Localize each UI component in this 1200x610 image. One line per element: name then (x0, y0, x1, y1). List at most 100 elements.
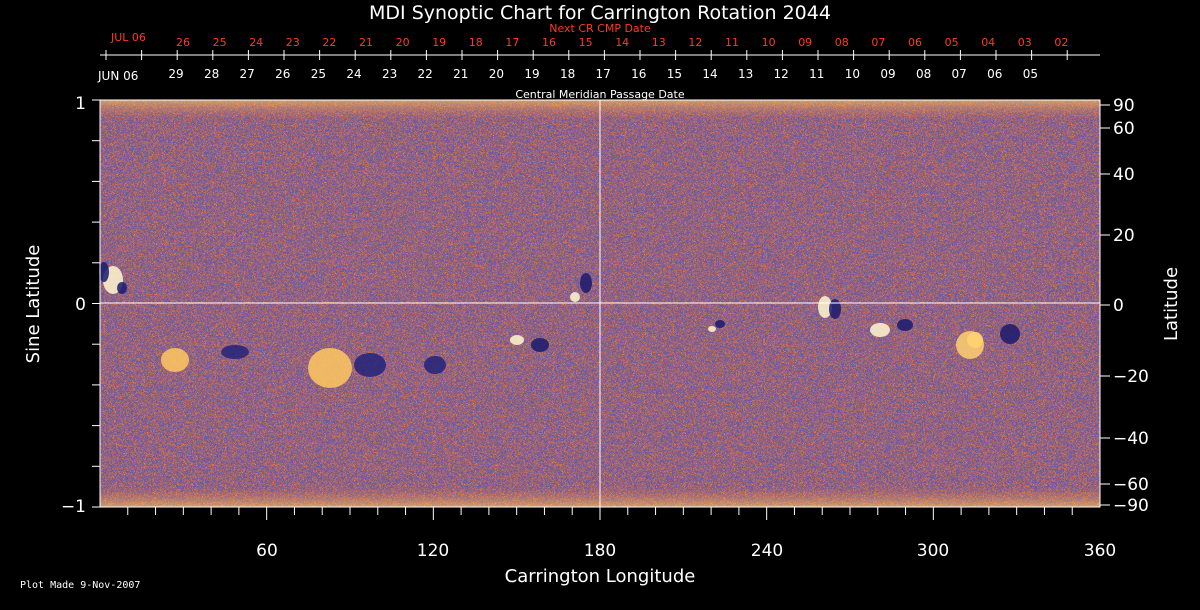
active-region-blob (897, 319, 913, 331)
red-month-label: JUL 06 (110, 31, 146, 44)
cmp-day: 18 (560, 67, 575, 81)
active-region-blob (510, 335, 524, 345)
cmp-day: 13 (738, 67, 753, 81)
active-region-blob (221, 345, 249, 359)
cmp-day: 15 (667, 67, 682, 81)
x-tick-label: 180 (584, 541, 616, 561)
next-cr-day: 07 (871, 36, 885, 49)
date-ticks (100, 50, 1100, 60)
next-cr-day: 19 (432, 36, 446, 49)
y-right-tick-label: 40 (1113, 165, 1135, 185)
x-tick-label: 60 (256, 541, 278, 561)
cmp-day: 21 (453, 67, 468, 81)
active-region-blob (531, 338, 549, 352)
cmp-day: 24 (346, 67, 361, 81)
next-cr-label: Next CR CMP Date (549, 22, 651, 35)
cmp-day: 14 (702, 67, 717, 81)
active-region-blob (708, 326, 716, 332)
next-cr-day: 16 (542, 36, 556, 49)
y-axis-right-label: Latitude (1161, 267, 1182, 341)
cmp-day: 08 (916, 67, 931, 81)
cmp-day: 28 (204, 67, 219, 81)
active-region-blob (870, 323, 890, 337)
cmp-day: 16 (631, 67, 646, 81)
y-right-tick-label: 0 (1113, 296, 1124, 316)
cmp-day: 19 (524, 67, 539, 81)
active-regions (99, 262, 1020, 388)
active-region-blob (1000, 324, 1020, 344)
next-cr-day: 18 (469, 36, 483, 49)
active-region-blob (99, 262, 109, 282)
y-left-tick-label: 1 (75, 94, 86, 114)
cmp-day: 07 (952, 67, 967, 81)
chart-title: MDI Synoptic Chart for Carrington Rotati… (369, 2, 831, 24)
next-cr-date-row: 26 25 24 23 22 21 20 19 18 17 16 15 14 13 12 11 10 09 08 07… (176, 36, 1068, 49)
next-cr-day: 10 (762, 36, 776, 49)
x-tick-label: 120 (417, 541, 449, 561)
active-region-blob (829, 299, 841, 319)
active-region-blob (117, 282, 127, 294)
next-cr-day: 25 (213, 36, 227, 49)
next-cr-day: 09 (798, 36, 812, 49)
next-cr-day: 13 (652, 36, 666, 49)
y-right-tick-label: 60 (1113, 119, 1135, 139)
next-cr-day: 15 (579, 36, 593, 49)
x-tick-label: 300 (917, 541, 949, 561)
cmp-day: 25 (311, 67, 326, 81)
next-cr-day: 03 (1018, 36, 1032, 49)
cmp-day: 12 (774, 67, 789, 81)
cmp-day: 20 (489, 67, 504, 81)
active-region-blob (715, 320, 725, 328)
next-cr-day: 21 (359, 36, 373, 49)
active-region-blob (956, 331, 984, 359)
cmp-day: 23 (382, 67, 397, 81)
y-right-tick-label: −60 (1113, 475, 1149, 495)
next-cr-day: 24 (249, 36, 263, 49)
next-cr-day: 11 (725, 36, 739, 49)
y-right-tick-label: −40 (1113, 429, 1149, 449)
next-cr-day: 12 (688, 36, 702, 49)
y-right-tick-label: 90 (1113, 96, 1135, 116)
active-region-blob (570, 292, 580, 302)
y-axis-left-label: Sine Latitude (23, 245, 44, 364)
magnetogram-map (99, 99, 1101, 508)
cmp-day: 09 (880, 67, 895, 81)
x-tick-label: 360 (1084, 541, 1116, 561)
next-cr-day: 23 (286, 36, 300, 49)
cmp-day: 05 (1023, 67, 1038, 81)
y-left-tick-label: 0 (75, 295, 86, 315)
y-right-tick-label: −20 (1113, 367, 1149, 387)
active-region-blob (424, 356, 446, 374)
y-left-tick-label: −1 (61, 497, 86, 517)
next-cr-day: 05 (945, 36, 959, 49)
plot-made-footer: Plot Made 9-Nov-2007 (20, 580, 141, 591)
cmp-date-label: Central Meridian Passage Date (515, 88, 684, 101)
cmp-date-row: 29 28 27 26 25 24 23 22 21 20 19 18 17 16 15 14 13 12 11 10… (168, 67, 1038, 81)
cmp-day: 10 (845, 67, 860, 81)
active-region-blob (161, 348, 189, 372)
next-cr-day: 06 (908, 36, 922, 49)
next-cr-day: 26 (176, 36, 190, 49)
x-axis-label: Carrington Longitude (505, 566, 696, 587)
cmp-day: 22 (418, 67, 433, 81)
next-cr-day: 04 (981, 36, 995, 49)
active-region-blob (580, 273, 592, 293)
y-right-tick-label: 20 (1113, 226, 1135, 246)
x-tick-label: 240 (751, 541, 783, 561)
next-cr-day: 20 (396, 36, 410, 49)
cmp-day: 29 (168, 67, 183, 81)
cmp-day: 27 (240, 67, 255, 81)
y-right-tick-label: −90 (1113, 496, 1149, 516)
cmp-day: 06 (987, 67, 1002, 81)
cmp-day: 26 (275, 67, 290, 81)
next-cr-day: 02 (1054, 36, 1068, 49)
next-cr-day: 22 (322, 36, 336, 49)
axes: 60 120 180 240 300 360 1 0 −1 90 60 40 20 0 −20 −40 −60−… (61, 94, 1149, 561)
next-cr-day: 17 (505, 36, 519, 49)
active-region-blob (308, 348, 352, 388)
active-region-blob (354, 353, 386, 377)
cmp-day: 11 (809, 67, 824, 81)
white-month-label: JUN 06 (97, 69, 138, 83)
next-cr-day: 14 (615, 36, 629, 49)
